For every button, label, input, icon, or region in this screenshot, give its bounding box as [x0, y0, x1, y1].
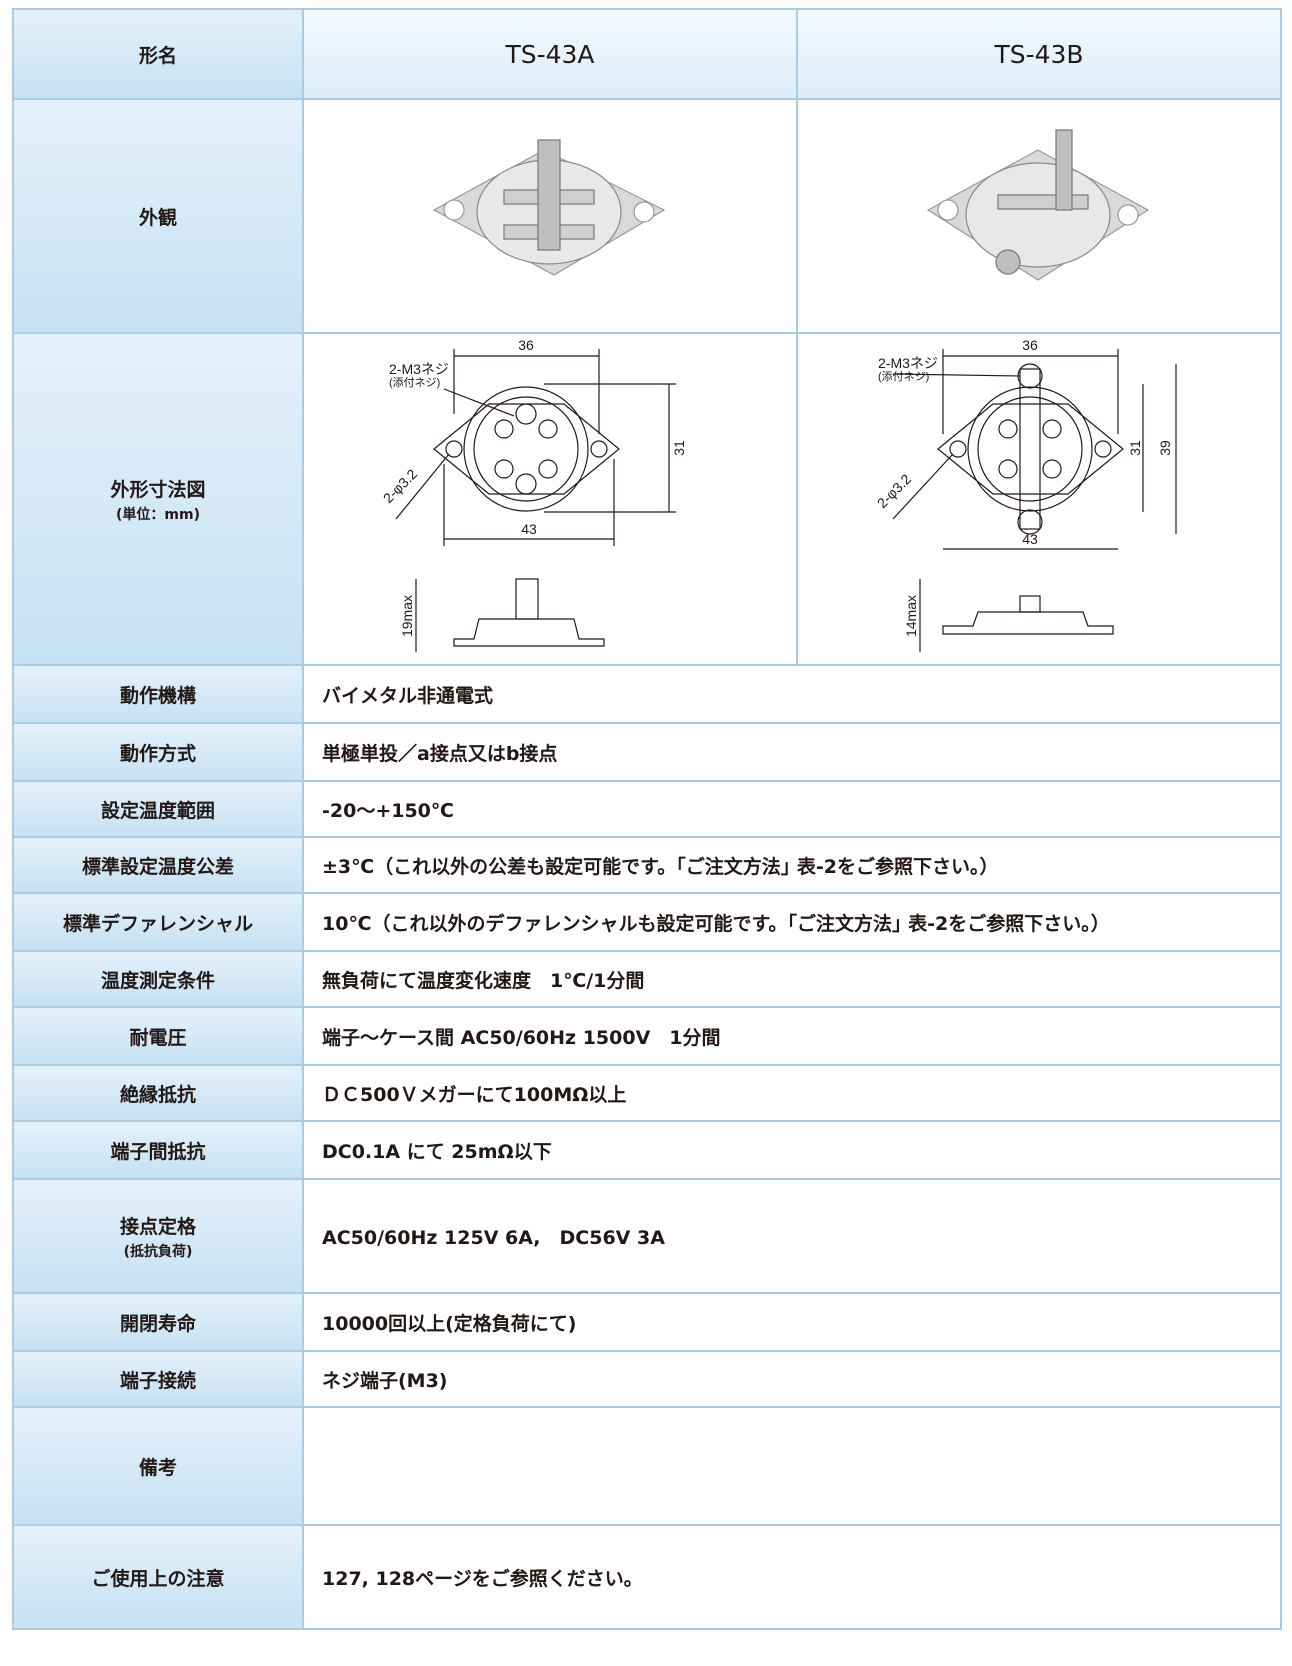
- row-value: 127, 128ページをご参照ください。: [302, 1524, 1282, 1630]
- spec-row: ご使用上の注意 127, 128ページをご参照ください。: [12, 1524, 1282, 1630]
- dim-label: 14max: [903, 595, 919, 637]
- row-label: 備考: [12, 1406, 304, 1526]
- label-text: 動作機構: [119, 684, 196, 707]
- dim-label: 2-φ3.2: [380, 466, 420, 506]
- dim-label: 2-M3ネジ: [878, 355, 938, 371]
- label-text: 端子接続: [119, 1369, 196, 1392]
- label-text: 外形寸法図: [110, 478, 206, 501]
- dim-label: 43: [521, 521, 537, 537]
- row-label: 絶縁抵抗: [12, 1064, 304, 1122]
- dim-label: 2-M3ネジ: [389, 361, 449, 377]
- dimension-drawing: 36 43 31 2-M3ネジ (添付ネジ) 2-φ3.2 19max: [380, 337, 687, 652]
- row-label: 耐電圧: [12, 1006, 304, 1066]
- label-text: 標準デファレンシャル: [62, 912, 253, 935]
- dim-label: 2-φ3.2: [874, 471, 914, 511]
- row-label: 外観: [12, 98, 304, 334]
- drawing-cell: 36 43 31 2-M3ネジ (添付ネジ) 2-φ3.2 19max: [302, 332, 798, 666]
- spec-row: 標準デファレンシャル 10℃（これ以外のデファレンシャルも設定可能です。｢ご注文方…: [12, 892, 1282, 952]
- row-label: 動作機構: [12, 664, 304, 724]
- label-text: 絶縁抵抗: [119, 1083, 196, 1106]
- row-label: 標準デファレンシャル: [12, 892, 304, 952]
- row-value: AC50/60Hz 125V 6A, DC56V 3A: [302, 1178, 1282, 1294]
- label-text: 温度測定条件: [100, 969, 215, 992]
- dim-label: 36: [1022, 337, 1038, 353]
- spec-row: 開閉寿命 10000回以上(定格負荷にて): [12, 1292, 1282, 1352]
- spec-row: 動作機構 バイメタル非通電式: [12, 664, 1282, 724]
- dim-label: 31: [1127, 440, 1143, 456]
- row-label: 動作方式: [12, 722, 304, 782]
- header-label: 形名: [12, 8, 304, 100]
- dim-label: 36: [518, 337, 534, 353]
- row-label: 温度測定条件: [12, 950, 304, 1008]
- row-value: 単極単投／a接点又はb接点: [302, 722, 1282, 782]
- photo-cell: [796, 98, 1282, 334]
- dim-label: 39: [1157, 440, 1173, 456]
- product-photo: [926, 129, 1150, 281]
- label-text: 接点定格: [119, 1215, 196, 1238]
- spec-row: 端子接続 ネジ端子(M3): [12, 1350, 1282, 1408]
- row-value: 無負荷にて温度変化速度 1℃/1分間: [302, 950, 1282, 1008]
- dim-label: 19max: [399, 595, 415, 637]
- row-value: 端子～ケース間 AC50/60Hz 1500V 1分間: [302, 1006, 1282, 1066]
- label-text: 開閉寿命: [119, 1312, 196, 1335]
- label-text: 備考: [138, 1456, 177, 1479]
- model-name: TS-43A: [302, 8, 798, 100]
- spec-row: 備考: [12, 1406, 1282, 1526]
- dimension-drawing: 36 43 31 39 2-M3ネジ (添付ネジ) 2-φ3.2 14max: [874, 337, 1177, 652]
- dim-label: (添付ネジ): [389, 375, 440, 389]
- row-value: -20～+150℃: [302, 780, 1282, 838]
- row-label: 開閉寿命: [12, 1292, 304, 1352]
- row-value: ネジ端子(M3): [302, 1350, 1282, 1408]
- row-label: 端子間抵抗: [12, 1120, 304, 1180]
- row-value: DC0.1A にて 25mΩ以下: [302, 1120, 1282, 1180]
- spec-rows: 動作機構 バイメタル非通電式動作方式 単極単投／a接点又はb接点設定温度範囲 -20～…: [12, 664, 1282, 1630]
- row-value: バイメタル非通電式: [302, 664, 1282, 724]
- product-photo: [432, 139, 666, 276]
- spec-row: 端子間抵抗 DC0.1A にて 25mΩ以下: [12, 1120, 1282, 1180]
- label-text: 標準設定温度公差: [81, 855, 234, 878]
- label-text: 耐電圧: [129, 1026, 187, 1049]
- spec-row: 耐電圧 端子～ケース間 AC50/60Hz 1500V 1分間: [12, 1006, 1282, 1066]
- label-text: 設定温度範囲: [100, 799, 215, 822]
- spec-row: 動作方式 単極単投／a接点又はb接点: [12, 722, 1282, 782]
- row-label: ご使用上の注意: [12, 1524, 304, 1630]
- unit-note: (単位：mm): [116, 506, 200, 523]
- spec-table: 形名 TS-43A TS-43B 外観 外形寸法図 (単位：mm) 36 43 3…: [12, 8, 1282, 1630]
- row-label: 接点定格 (抵抗負荷): [12, 1178, 304, 1294]
- label-text: 端子間抵抗: [110, 1140, 206, 1163]
- row-label: 外形寸法図 (単位：mm): [12, 332, 304, 666]
- spec-row: 標準設定温度公差 ±3℃（これ以外の公差も設定可能です。｢ご注文方法｣ 表-2をご…: [12, 836, 1282, 894]
- row-value: 10000回以上(定格負荷にて): [302, 1292, 1282, 1352]
- photo-cell: [302, 98, 798, 334]
- row-value: 10℃（これ以外のデファレンシャルも設定可能です。｢ご注文方法｣ 表-2をご参照…: [302, 892, 1282, 952]
- row-label: 端子接続: [12, 1350, 304, 1408]
- spec-row: 接点定格 (抵抗負荷) AC50/60Hz 125V 6A, DC56V 3A: [12, 1178, 1282, 1294]
- spec-row: 絶縁抵抗 ＤＣ500Ｖメガーにて100MΩ以上: [12, 1064, 1282, 1122]
- dim-label: 43: [1022, 531, 1038, 547]
- label-sub: (抵抗負荷): [123, 1243, 193, 1260]
- row-value: ±3℃（これ以外の公差も設定可能です。｢ご注文方法｣ 表-2をご参照下さい。）: [302, 836, 1282, 894]
- drawing-cell: 36 43 31 39 2-M3ネジ (添付ネジ) 2-φ3.2 14max: [796, 332, 1282, 666]
- label-text: 動作方式: [119, 742, 196, 765]
- label-text: ご使用上の注意: [91, 1567, 225, 1590]
- spec-row: 温度測定条件 無負荷にて温度変化速度 1℃/1分間: [12, 950, 1282, 1008]
- row-value: [302, 1406, 1282, 1526]
- model-name: TS-43B: [796, 8, 1282, 100]
- row-label: 設定温度範囲: [12, 780, 304, 838]
- row-value: ＤＣ500Ｖメガーにて100MΩ以上: [302, 1064, 1282, 1122]
- dim-label: 31: [671, 440, 687, 456]
- spec-row: 設定温度範囲 -20～+150℃: [12, 780, 1282, 838]
- dim-label: (添付ネジ): [878, 369, 929, 383]
- row-label: 標準設定温度公差: [12, 836, 304, 894]
